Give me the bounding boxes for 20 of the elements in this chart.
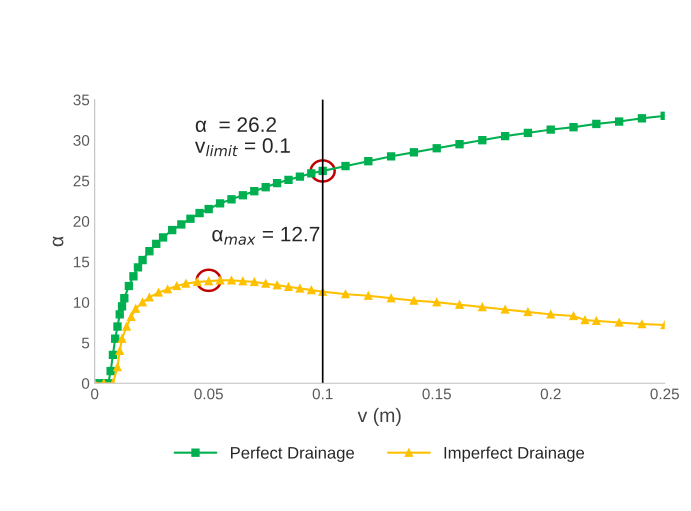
- y-tick-label: 0: [82, 378, 90, 389]
- y-tick-label: 25: [74, 176, 90, 186]
- x-tick-label: 0.1: [312, 388, 333, 400]
- y-tick-label: 35: [73, 94, 90, 106]
- x-tick-label: 0.2: [540, 388, 561, 400]
- y-tick-label: 30: [73, 135, 90, 146]
- y-tick-label: 10: [74, 297, 90, 308]
- x-tick-label: 0.05: [194, 388, 223, 400]
- annotation: α$_{max}$ = 12.7: [212, 226, 320, 245]
- legend-label: Perfect Drainage: [231, 446, 354, 462]
- x-tick-label: 0: [91, 388, 98, 400]
- y-tick-label: 15: [74, 256, 90, 268]
- annotation: α = 26.2 v$_{limit}$ = 0.1: [194, 117, 290, 156]
- x-tick-label: 0.25: [650, 388, 679, 400]
- y-tick-label: 5: [82, 338, 90, 348]
- y-axis-title: α: [52, 236, 64, 246]
- y-tick-label: 20: [74, 216, 90, 227]
- legend-label: Imperfect Drainage: [444, 446, 584, 462]
- x-tick-label: 0.15: [422, 388, 451, 400]
- x-axis-title: v (m): [358, 408, 401, 426]
